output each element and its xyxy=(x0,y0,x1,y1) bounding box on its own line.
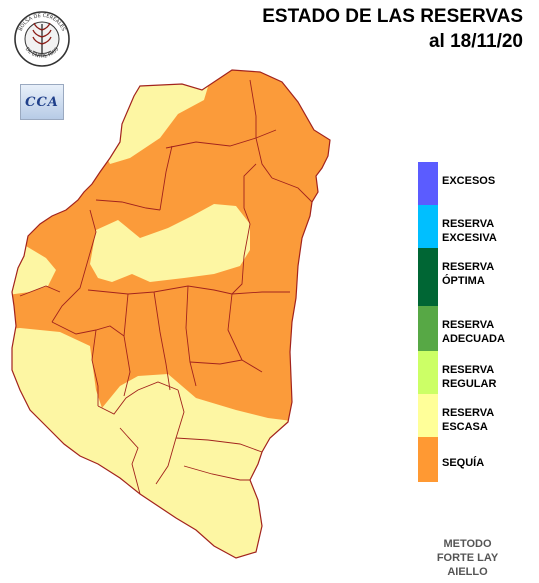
map-title: ESTADO DE LAS RESERVAS al 18/11/20 xyxy=(193,4,523,54)
province-fill xyxy=(12,70,330,558)
legend-label-excesos: EXCESOS xyxy=(442,175,496,187)
legend-label-excesiva: RESERVA EXCESIVA xyxy=(442,218,497,244)
title-main: ESTADO DE LAS RESERVAS xyxy=(262,6,523,27)
legend-label-regular: RESERVA REGULAR xyxy=(442,364,497,390)
department-borders xyxy=(11,69,331,559)
legend-swatch-excesos xyxy=(418,162,438,205)
legend-label-escasa: RESERVA ESCASA xyxy=(442,407,495,433)
title-date: al 18/11/20 xyxy=(428,31,523,52)
escasa-zone-center xyxy=(90,204,250,282)
legend-label-optima: RESERVA ÓPTIMA xyxy=(442,261,495,287)
legend-swatch-adecuada xyxy=(418,306,438,351)
bolsa-cereales-logo: BOLSA DE CEREALES DE ENTRE RIOS xyxy=(14,11,70,67)
cca-logo: CCA xyxy=(20,84,64,120)
legend-label-adecuada: RESERVA ADECUADA xyxy=(442,319,505,345)
entre-rios-map xyxy=(11,69,331,559)
legend-swatch-escasa xyxy=(418,394,438,437)
legend-label-sequia: SEQUÍA xyxy=(442,457,485,469)
legend-swatch-excesiva xyxy=(418,205,438,248)
legend-swatch-sequia xyxy=(418,437,438,482)
method-note: METODO FORTE LAY AIELLO xyxy=(436,538,499,578)
legend-swatch-regular xyxy=(418,351,438,394)
legend-swatch-optima xyxy=(418,248,438,306)
